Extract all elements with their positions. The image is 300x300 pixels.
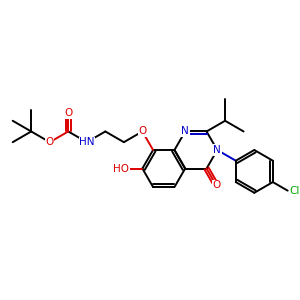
Text: HO: HO bbox=[113, 164, 129, 173]
Text: O: O bbox=[64, 108, 72, 118]
Text: O: O bbox=[46, 137, 54, 147]
Text: HN: HN bbox=[79, 137, 94, 147]
Text: O: O bbox=[138, 127, 146, 136]
Text: N: N bbox=[181, 127, 189, 136]
Text: N: N bbox=[213, 145, 221, 155]
Text: O: O bbox=[212, 180, 220, 190]
Text: Cl: Cl bbox=[289, 186, 300, 196]
